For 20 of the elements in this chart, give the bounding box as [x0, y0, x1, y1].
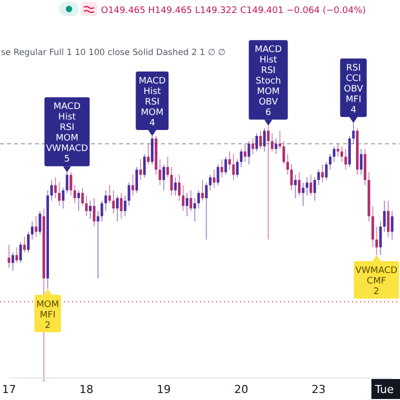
callout: VWMACD CMF 2 [354, 255, 399, 299]
x-tick-label: 20 [234, 382, 248, 396]
x-tick-label: 19 [156, 382, 171, 396]
annotation: MACD Hist RSI MOM VWMACD 5 [46, 102, 88, 165]
chart-subtitle: se Regular Full 1 10 100 close Solid Dashed 2 1 ∅ ∅ [1, 48, 226, 58]
annotation: RSI CCI OBV MFI 4 [344, 64, 364, 116]
x-tick-label: 23 [312, 382, 326, 396]
callout: RSI CCI OBV MFI 4 [340, 58, 367, 123]
callout: MACD Hist RSI MOM 4 [136, 71, 169, 136]
x-tick-label: 17 [2, 382, 16, 396]
callout: MOM MFI 2 [34, 288, 61, 332]
annotation: MOM MFI 2 [36, 300, 60, 331]
chart-title: O149.465 H149.465 L149.322 C149.401 −0.064 (−0.04%) [101, 6, 366, 16]
callout: MACD Hist RSI Stoch MOM OBV 6 [248, 40, 288, 126]
callout: MACD Hist RSI MOM VWMACD 5 [44, 97, 90, 172]
x-tick-label: 18 [79, 382, 94, 396]
annotation: MACD Hist RSI MOM 4 [138, 76, 166, 128]
annotation: MACD Hist RSI Stoch MOM OBV 6 [254, 45, 282, 118]
x-tick-label: Tue [374, 382, 394, 396]
annotation: VWMACD CMF 2 [355, 266, 398, 298]
